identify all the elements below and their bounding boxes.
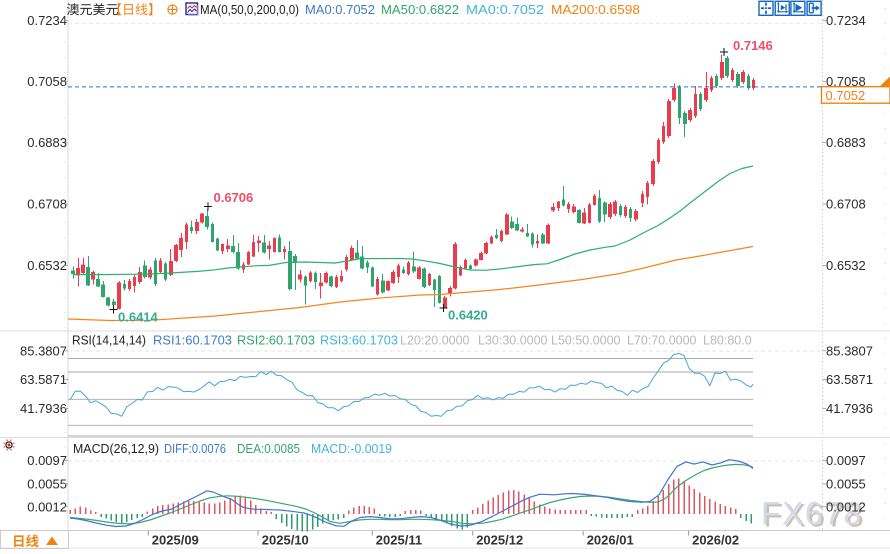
svg-text:MA0:0.7052: MA0:0.7052 [305, 3, 375, 17]
svg-text:L70:70.0000: L70:70.0000 [627, 334, 697, 348]
svg-text:0.6706: 0.6706 [214, 190, 254, 205]
svg-text:RSI1:60.1703: RSI1:60.1703 [153, 334, 232, 348]
svg-text:L50:50.0000: L50:50.0000 [551, 334, 621, 348]
svg-text:41.7936: 41.7936 [826, 401, 873, 416]
svg-text:85.3807: 85.3807 [826, 343, 873, 358]
svg-text:0.6414: 0.6414 [118, 310, 159, 325]
svg-text:2025/11: 2025/11 [376, 533, 422, 548]
svg-text:0.7052: 0.7052 [826, 88, 866, 103]
svg-text:0.6883: 0.6883 [27, 135, 67, 150]
svg-text:2026/02: 2026/02 [692, 533, 739, 548]
svg-text:MA200:0.6598: MA200:0.6598 [551, 3, 640, 17]
svg-text:0.0012: 0.0012 [27, 499, 67, 514]
svg-text:MA50:0.6822: MA50:0.6822 [381, 3, 459, 17]
svg-text:L20:20.0000: L20:20.0000 [400, 334, 470, 348]
svg-text:RSI2:60.1703: RSI2:60.1703 [237, 334, 315, 348]
svg-text:2026/01: 2026/01 [587, 533, 634, 548]
svg-text:2025/12: 2025/12 [476, 533, 523, 548]
svg-text:DIFF:0.0076: DIFF:0.0076 [164, 442, 226, 456]
svg-text:MACD(26,12,9): MACD(26,12,9) [73, 442, 159, 456]
svg-text:0.0055: 0.0055 [826, 477, 866, 492]
svg-text:RSI3:60.1703: RSI3:60.1703 [320, 334, 398, 348]
svg-text:0.7234: 0.7234 [826, 13, 866, 28]
svg-text:63.5871: 63.5871 [20, 372, 67, 387]
svg-text:0.7234: 0.7234 [27, 13, 67, 28]
svg-text:MA0:0.7052: MA0:0.7052 [466, 3, 544, 17]
svg-text:2025/10: 2025/10 [262, 533, 309, 548]
svg-text:0.6532: 0.6532 [27, 258, 67, 273]
svg-text:MACD:-0.0019: MACD:-0.0019 [311, 442, 392, 456]
svg-text:L30:30.0000: L30:30.0000 [478, 334, 548, 348]
svg-text:0.6708: 0.6708 [826, 197, 866, 212]
svg-text:0.6532: 0.6532 [826, 258, 866, 273]
svg-text:0.7058: 0.7058 [27, 74, 67, 89]
svg-text:L80:80.0: L80:80.0 [703, 334, 752, 348]
svg-text:0.0012: 0.0012 [826, 499, 866, 514]
svg-text:MA(0,50,0,200,0,0): MA(0,50,0,200,0,0) [200, 3, 299, 17]
svg-text:85.3807: 85.3807 [20, 343, 67, 358]
svg-text:0.0097: 0.0097 [826, 453, 866, 468]
svg-text:0.0097: 0.0097 [27, 453, 67, 468]
svg-text:41.7936: 41.7936 [20, 401, 67, 416]
svg-text:0.6420: 0.6420 [448, 308, 488, 323]
svg-text:0.7146: 0.7146 [733, 38, 773, 53]
svg-text:RSI(14,14,14): RSI(14,14,14) [72, 334, 146, 348]
svg-text:0.7058: 0.7058 [826, 74, 866, 89]
svg-text:0.6883: 0.6883 [826, 135, 866, 150]
svg-text:0.0055: 0.0055 [27, 477, 67, 492]
svg-text:DEA:0.0085: DEA:0.0085 [237, 442, 300, 456]
svg-text:0.6708: 0.6708 [27, 197, 67, 212]
svg-text:63.5871: 63.5871 [826, 372, 873, 387]
svg-text:2025/09: 2025/09 [152, 533, 199, 548]
